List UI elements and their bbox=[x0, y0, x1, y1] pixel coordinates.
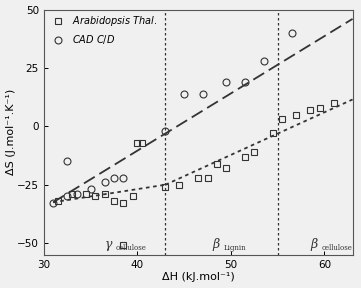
Text: cellulose: cellulose bbox=[116, 244, 147, 252]
Text: β: β bbox=[212, 238, 219, 251]
Text: Lignin: Lignin bbox=[223, 244, 246, 252]
Text: β: β bbox=[310, 238, 318, 251]
Y-axis label: ΔS (J.mol⁻¹.K⁻¹): ΔS (J.mol⁻¹.K⁻¹) bbox=[5, 89, 16, 175]
Legend: $\it{Arabidopsis\ Thal.}$, $\it{CAD\ C/D}$: $\it{Arabidopsis\ Thal.}$, $\it{CAD\ C/D… bbox=[47, 12, 159, 48]
Text: cellulose: cellulose bbox=[322, 244, 353, 252]
Text: γ: γ bbox=[105, 238, 112, 251]
X-axis label: ΔH (kJ.mol⁻¹): ΔH (kJ.mol⁻¹) bbox=[162, 272, 235, 283]
